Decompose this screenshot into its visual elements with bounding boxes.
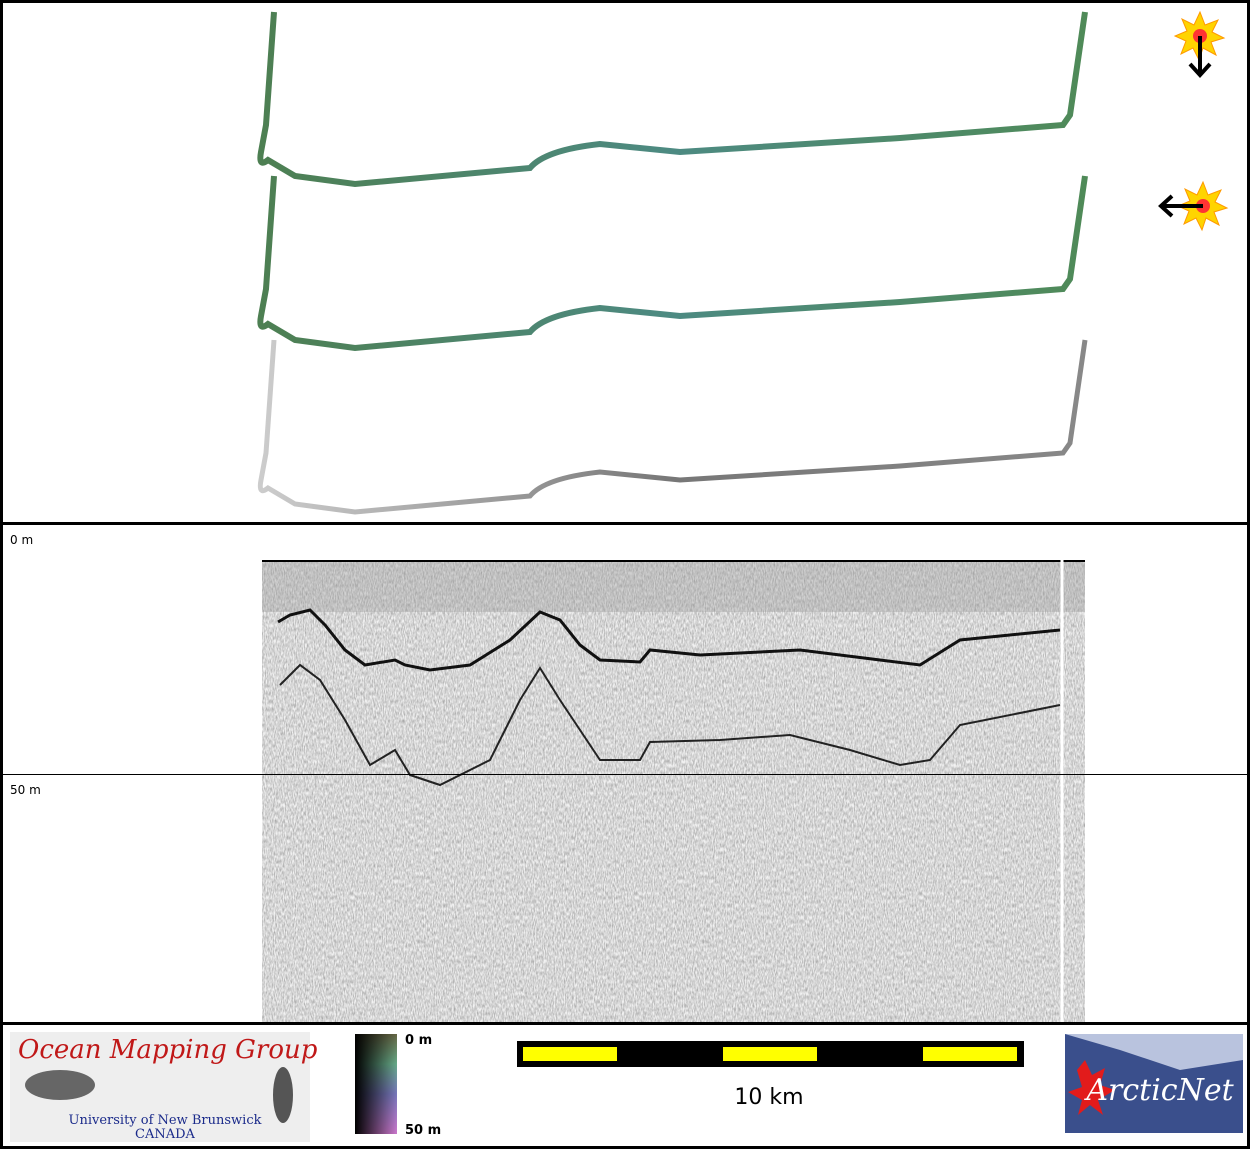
sun-icon [1173,10,1226,78]
swath-track-gray [260,340,1085,512]
legend-label: 50 m [405,1123,441,1138]
seabed-reflector [277,608,1061,672]
logo-text: University of New Brunswick [69,1113,262,1128]
seismic-noise [262,562,1085,1022]
legend-label: 0 m [405,1033,432,1048]
sun-icon [1158,180,1229,232]
swath-track [260,176,1085,348]
scale-label: 10 km [734,1085,803,1110]
water-column [262,562,1085,612]
logo-text: CANADA [135,1127,196,1142]
logo-title: ArcticNet [1083,1073,1234,1108]
depth-label: 0 m [10,533,33,547]
scale-segment [523,1047,617,1061]
depth-label: 50 m [10,783,41,797]
scale-segment [923,1047,1017,1061]
arcticnet-logo: ArcticNet [1065,1034,1243,1133]
sub-reflector [279,663,1061,787]
colorbar-shade [355,1034,397,1134]
logo-title: Ocean Mapping Group [18,1035,318,1065]
swath-track [260,12,1085,184]
omg-logo: Ocean Mapping Group University of New Br… [10,1032,318,1142]
scale-segment [723,1047,817,1061]
